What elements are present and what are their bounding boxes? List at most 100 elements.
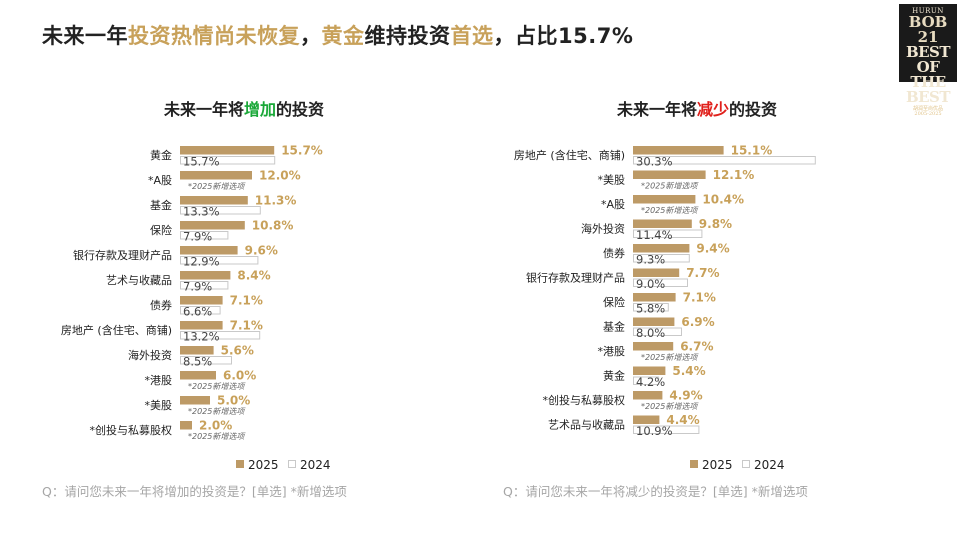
right-category-label: 银行存款及理财产品 bbox=[526, 271, 625, 285]
left-new-option-note: *2025新增选项 bbox=[188, 182, 246, 191]
left-bar-2025 bbox=[180, 396, 210, 405]
left-bar-2024 bbox=[180, 306, 221, 315]
left-bar-2025 bbox=[180, 246, 238, 255]
left-category-label: 艺术与收藏品 bbox=[106, 273, 172, 287]
right-value-label-2024: 5.8% bbox=[636, 302, 665, 316]
left-bar-2024 bbox=[180, 331, 261, 340]
left-chart-footnote: Q：请问您未来一年将增加的投资是？[单选] *新增选项 bbox=[42, 484, 347, 499]
left-bar-2025 bbox=[180, 346, 214, 355]
right-value-label-2025: 7.7% bbox=[686, 266, 719, 280]
left-value-label-2025: 7.1% bbox=[230, 319, 263, 333]
right-value-label-2025: 10.4% bbox=[702, 193, 744, 207]
left-bar-2025 bbox=[180, 421, 192, 430]
right-category-label: *A股 bbox=[601, 198, 625, 211]
right-value-label-2024: 8.0% bbox=[636, 326, 665, 340]
right-category-label: 黄金 bbox=[603, 369, 625, 383]
logo-line-3: BEST OF THE BEST bbox=[905, 43, 951, 106]
right-category-label: 基金 bbox=[603, 320, 625, 334]
left-bar-2025 bbox=[180, 146, 275, 155]
right-value-label-2025: 5.4% bbox=[672, 364, 705, 378]
right-value-label-2024: 9.3% bbox=[636, 253, 665, 267]
right-value-label-2025: 7.1% bbox=[683, 291, 716, 305]
left-chart-title-suffix: 的投资 bbox=[276, 100, 325, 119]
left-category-label: 债券 bbox=[150, 298, 172, 312]
right-bar-2025 bbox=[633, 146, 724, 155]
title-part-2: 投资热情尚未恢复 bbox=[128, 24, 300, 48]
right-bar-2024 bbox=[633, 278, 688, 287]
right-bar-2025 bbox=[633, 391, 663, 400]
right-bar-2024 bbox=[633, 229, 703, 238]
right-value-label-2024: 30.3% bbox=[636, 155, 673, 169]
title-part-4: 黄金 bbox=[321, 24, 365, 48]
right-category-label: *港股 bbox=[598, 345, 626, 358]
left-value-label-2025: 7.1% bbox=[230, 294, 263, 308]
left-category-label: *A股 bbox=[148, 174, 172, 187]
logo-line-4: 胡润至尚优品 bbox=[912, 106, 943, 112]
right-value-label-2024: 11.4% bbox=[636, 228, 673, 242]
left-category-label: *创投与私募股权 bbox=[90, 423, 173, 437]
right-chart-footnote: Q：请问您未来一年将减少的投资是？[单选] *新增选项 bbox=[503, 484, 808, 499]
right-bar-2025 bbox=[633, 170, 706, 179]
right-value-label-2025: 4.4% bbox=[666, 413, 699, 427]
hurun-bob-logo: HURUN BOB 21 BEST OF THE BEST 胡润至尚优品 200… bbox=[899, 4, 957, 117]
left-category-label: *美股 bbox=[145, 399, 173, 412]
left-value-label-2025: 8.4% bbox=[237, 269, 270, 283]
right-bar-2024 bbox=[633, 376, 660, 385]
left-bar-2024 bbox=[180, 206, 261, 215]
right-bar-2024 bbox=[633, 156, 816, 165]
left-new-option-note: *2025新增选项 bbox=[188, 407, 246, 416]
right-legend-swatch-2025 bbox=[690, 460, 698, 468]
left-chart-title: 未来一年将增加的投资 bbox=[164, 96, 324, 120]
title-part-1: 未来一年 bbox=[42, 24, 128, 48]
left-bar-2024 bbox=[180, 281, 229, 290]
left-legend-label-2024: 2024 bbox=[300, 458, 331, 472]
logo-line-2: BOB 21 bbox=[908, 13, 948, 46]
right-chart-title-suffix: 的投资 bbox=[729, 100, 778, 119]
left-value-label-2025: 5.0% bbox=[217, 394, 250, 408]
logo-line-5: 2005-2025 bbox=[914, 111, 942, 117]
left-bar-2024 bbox=[180, 356, 232, 365]
right-bar-2024 bbox=[633, 327, 682, 336]
right-value-label-2024: 4.2% bbox=[636, 375, 665, 389]
right-bar-2025 bbox=[633, 342, 674, 351]
right-value-label-2025: 4.9% bbox=[669, 389, 702, 403]
right-category-label: *美股 bbox=[598, 174, 626, 187]
left-value-label-2024: 12.9% bbox=[183, 255, 220, 269]
left-new-option-note: *2025新增选项 bbox=[188, 382, 246, 391]
left-bar-2025 bbox=[180, 371, 216, 380]
left-legend-swatch-2025 bbox=[236, 460, 244, 468]
left-bar-2025 bbox=[180, 271, 231, 280]
left-value-label-2025: 11.3% bbox=[255, 194, 297, 208]
left-category-label: 黄金 bbox=[150, 148, 172, 162]
right-category-label: 债券 bbox=[603, 246, 625, 260]
left-value-label-2025: 10.8% bbox=[252, 219, 294, 233]
left-category-label: *港股 bbox=[145, 374, 173, 387]
right-bar-2025 bbox=[633, 268, 680, 277]
right-value-label-2024: 10.9% bbox=[636, 424, 673, 438]
left-category-label: 银行存款及理财产品 bbox=[73, 248, 172, 262]
left-category-label: 保险 bbox=[150, 223, 172, 237]
right-legend-label-2024: 2024 bbox=[754, 458, 785, 472]
left-category-label: 海外投资 bbox=[128, 348, 172, 362]
left-value-label-2024: 15.7% bbox=[183, 155, 220, 169]
left-chart-title-prefix: 未来一年将 bbox=[164, 100, 245, 119]
left-value-label-2025: 6.0% bbox=[223, 369, 256, 383]
right-legend-label-2025: 2025 bbox=[702, 458, 733, 472]
right-value-label-2025: 15.1% bbox=[731, 144, 773, 158]
right-legend-swatch-2024 bbox=[742, 460, 750, 468]
right-value-label-2025: 12.1% bbox=[713, 168, 755, 182]
right-chart-title: 未来一年将减少的投资 bbox=[617, 96, 777, 120]
logo-line-1: HURUN bbox=[912, 7, 944, 15]
right-bar-2025 bbox=[633, 415, 660, 424]
right-bar-2024 bbox=[633, 303, 669, 312]
title-part-6: 首选 bbox=[450, 24, 494, 48]
left-value-label-2024: 13.2% bbox=[183, 330, 220, 344]
page-title: 未来一年投资热情尚未恢复，黄金维持投资首选，占比15.7% bbox=[42, 20, 633, 50]
left-bar-2024 bbox=[180, 156, 276, 165]
left-value-label-2024: 13.3% bbox=[183, 205, 220, 219]
left-legend-label-2025: 2025 bbox=[248, 458, 279, 472]
right-chart-title-emphasis: 减少 bbox=[697, 100, 730, 119]
left-value-label-2025: 5.6% bbox=[221, 344, 254, 358]
right-bar-2025 bbox=[633, 219, 692, 228]
left-bar-2025 bbox=[180, 196, 248, 205]
